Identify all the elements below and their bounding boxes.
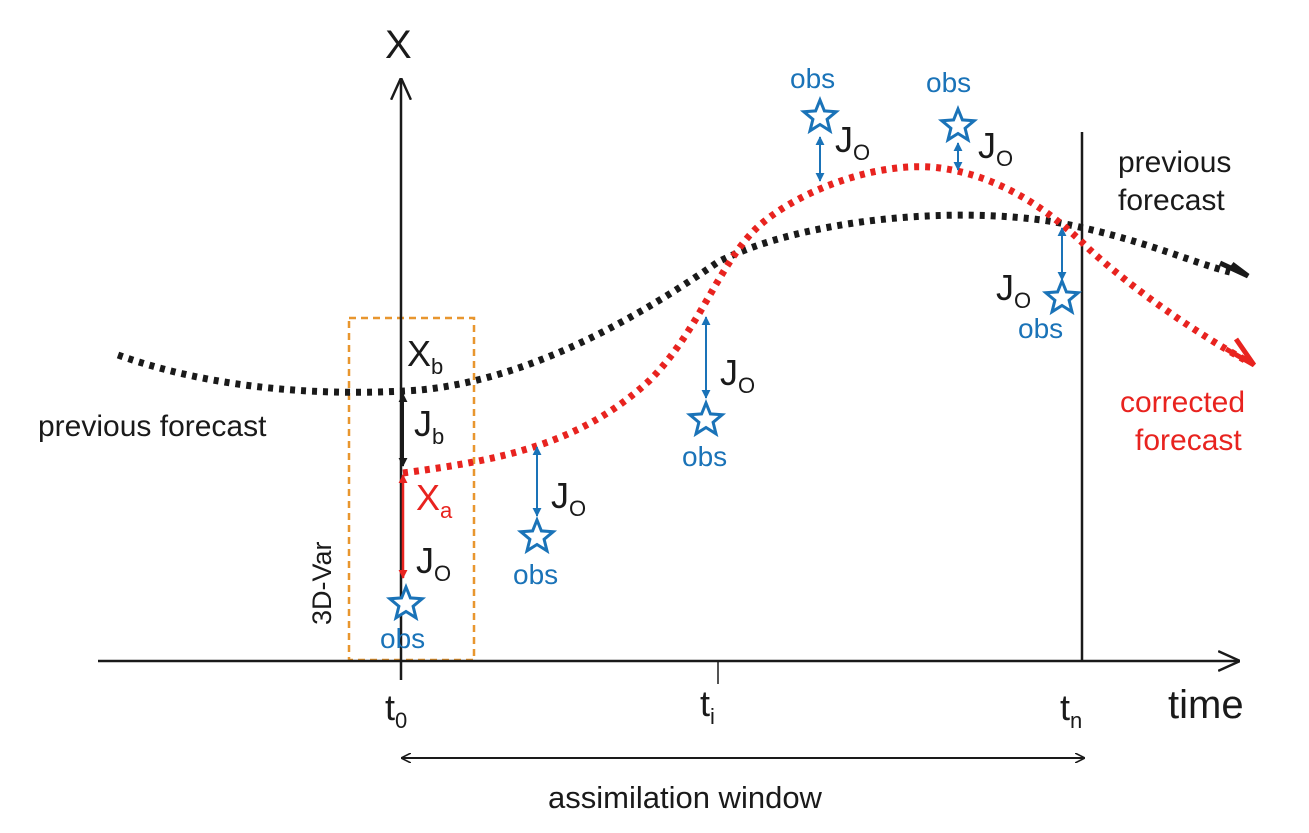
jo-label-5: JO [996, 267, 1031, 313]
obs-label-3: obs [790, 63, 835, 94]
jo-label-3: JO [835, 119, 870, 165]
xb-label: Xb [407, 333, 443, 379]
jo-label-2: JO [720, 352, 755, 398]
assimilation-window-label: assimilation window [548, 780, 823, 815]
obs-label-4: obs [926, 67, 971, 98]
observation-star-icon [799, 95, 841, 135]
obs-label-t0: obs [380, 623, 425, 654]
obs-label-5: obs [1018, 313, 1063, 344]
jb-label: Jb [414, 403, 444, 449]
jo-label-4: JO [978, 125, 1013, 171]
previous-forecast-right-line1: previous [1118, 146, 1231, 179]
threedvar-label: 3D-Var [307, 541, 337, 625]
observation-star-icon [516, 515, 558, 555]
observation-star-icon [1041, 276, 1083, 316]
corrected-forecast-curve [402, 163, 1247, 477]
corrected-forecast-line1: corrected [1120, 386, 1245, 419]
y-axis-label: X [385, 23, 412, 67]
jo-label-1: JO [551, 475, 586, 521]
previous-forecast-arrowhead [1218, 260, 1250, 279]
previous-forecast-right-label: previous forecast [1118, 146, 1240, 217]
corrected-forecast-label: corrected forecast [1120, 386, 1253, 457]
tick-t0: t0 [385, 687, 407, 733]
previous-forecast-left-label: previous forecast [38, 410, 267, 443]
previous-forecast-curve [116, 211, 1231, 396]
observation-arrows [532, 136, 1067, 517]
x-axis-label: time [1168, 683, 1244, 727]
observation-star-icon [937, 104, 979, 144]
jo-label-t0: JO [416, 540, 451, 586]
obs-label-1: obs [513, 559, 558, 590]
previous-forecast-right-line2: forecast [1118, 184, 1225, 217]
corrected-forecast-line2: forecast [1135, 424, 1242, 457]
corrected-forecast-arrowhead [1224, 337, 1257, 368]
xa-label: Xa [416, 477, 453, 523]
obs-label-2: obs [682, 441, 727, 472]
observation-star-icon [685, 398, 727, 438]
tick-tn: tn [1060, 687, 1082, 733]
observation-stars [385, 95, 1083, 622]
tick-ti: ti [700, 683, 715, 729]
observation-star-icon [385, 582, 427, 622]
